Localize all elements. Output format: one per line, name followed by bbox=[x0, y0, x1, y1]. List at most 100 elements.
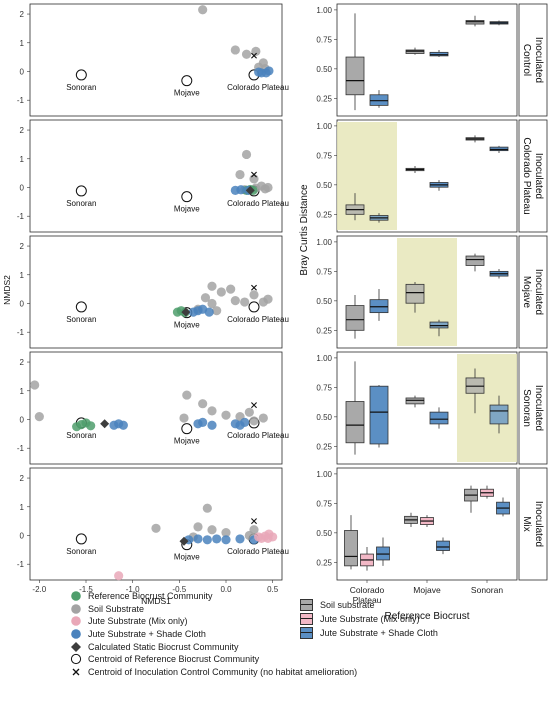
nmds-panel-inoculated-sonoran: -1 0 1 2 Sonoran Mojave Colorado Plateau bbox=[17, 351, 289, 465]
x-tick-label: Sonoran bbox=[471, 585, 503, 595]
strip-label-line: Inoculated bbox=[533, 269, 544, 315]
soil-point bbox=[207, 281, 217, 291]
centroid-label-mojave: Mojave bbox=[174, 437, 200, 446]
filled-circle-icon bbox=[70, 590, 82, 602]
strip-label-line: Control bbox=[521, 44, 532, 76]
soil-point bbox=[230, 296, 240, 306]
x-tick-label: -2.0 bbox=[32, 585, 46, 594]
box-panel-2: 0.25 0.50 0.75 1.00 InoculatedMojave bbox=[316, 235, 548, 349]
soil-point bbox=[258, 413, 268, 423]
jute-shade-point bbox=[236, 185, 246, 195]
y-tick-label: -1 bbox=[17, 328, 25, 337]
control-cross bbox=[251, 402, 257, 409]
y-tick-label: 2 bbox=[20, 474, 25, 483]
soil-point bbox=[249, 174, 259, 184]
y-axis-title: NMDS2 bbox=[2, 275, 12, 305]
y-tick-label: 2 bbox=[20, 358, 25, 367]
soil-point bbox=[240, 297, 250, 307]
strip-label: InoculatedColorado Plateau bbox=[521, 137, 544, 214]
x-tick-label: 0.5 bbox=[267, 585, 279, 594]
box-jute-shade bbox=[436, 540, 450, 551]
legend-item-jute_shade: Jute Substrate + Shade Cloth bbox=[70, 628, 370, 641]
legend-label: Jute Substrate + Shade Cloth bbox=[320, 628, 438, 638]
y-tick-label: 0.25 bbox=[316, 442, 332, 451]
jute-shade-point bbox=[254, 67, 264, 77]
control-cross bbox=[251, 52, 257, 59]
y-tick-label: 1.00 bbox=[316, 122, 332, 131]
centroid-label-colorado: Colorado Plateau bbox=[227, 199, 289, 208]
centroid-label-sonoran: Sonoran bbox=[66, 547, 96, 556]
centroid-label-sonoran: Sonoran bbox=[66, 431, 96, 440]
box-soil bbox=[344, 530, 358, 567]
strip-label-line: Sonoran bbox=[521, 389, 532, 427]
jute-shade-point bbox=[204, 307, 214, 317]
y-tick-label: 0.75 bbox=[316, 267, 332, 276]
soil-point bbox=[241, 149, 252, 160]
reference-point bbox=[86, 421, 96, 431]
legend-label: Reference Biocrust Community bbox=[88, 591, 213, 602]
legend-label: Jute Substrate (Mix only) bbox=[88, 616, 188, 627]
box-jute-shade bbox=[489, 404, 509, 425]
y-tick-label: 0.75 bbox=[316, 499, 332, 508]
soil-point bbox=[263, 294, 273, 304]
nmds-panel-frame bbox=[29, 351, 283, 465]
strip-label-box bbox=[518, 467, 548, 581]
nmds-panel-inoculated-mix: -1 0 1 2 Sonoran Mojave Colorado Plateau bbox=[17, 467, 289, 581]
soil-point bbox=[198, 399, 208, 409]
y-tick-label: 0.50 bbox=[316, 297, 332, 306]
soil-point bbox=[230, 45, 240, 55]
soil-point bbox=[198, 5, 208, 15]
box-x-axis-title: Reference Biocrust bbox=[384, 611, 469, 622]
control-cross bbox=[251, 171, 257, 178]
calculated-diamond bbox=[179, 536, 189, 546]
diamond-icon bbox=[70, 641, 82, 653]
calculated-diamond bbox=[100, 419, 110, 429]
strip-label-line: Inoculated bbox=[533, 37, 544, 83]
y-tick-label: 0.75 bbox=[316, 383, 332, 392]
centroid-label-mojave: Mojave bbox=[174, 321, 200, 330]
y-tick-label: 0.75 bbox=[316, 35, 332, 44]
y-tick-label: 1.00 bbox=[316, 238, 332, 247]
soil-point bbox=[151, 523, 161, 533]
soil-point bbox=[207, 406, 217, 416]
soil-point bbox=[251, 46, 261, 56]
centroid-mojave bbox=[181, 423, 193, 435]
x-tick-label-line: Plateau bbox=[353, 595, 382, 605]
legend-item-reference: Reference Biocrust Community bbox=[70, 590, 370, 603]
strip-label-box bbox=[518, 3, 548, 117]
legend-label: Jute Substrate (Mix only) bbox=[320, 614, 420, 624]
soil-point bbox=[235, 169, 245, 180]
jute-shade-point bbox=[207, 420, 217, 430]
strip-label-line: Inoculated bbox=[533, 501, 544, 547]
centroid-label-colorado: Colorado Plateau bbox=[227, 547, 289, 556]
y-tick-label: 0.25 bbox=[316, 558, 332, 567]
soil-point bbox=[244, 407, 254, 417]
box-panel-3: 0.25 0.50 0.75 1.00 InoculatedSonoran bbox=[316, 351, 548, 465]
legend-label: Soil substrate bbox=[320, 600, 375, 610]
centroid-label-mojave: Mojave bbox=[174, 205, 200, 214]
y-tick-label: -1 bbox=[17, 96, 25, 105]
x-tick-label: Colorado Plateau bbox=[350, 585, 385, 605]
box-swatch-icon bbox=[300, 627, 313, 639]
y-tick-label: 0.75 bbox=[316, 151, 332, 160]
y-tick-label: 0 bbox=[20, 415, 25, 424]
jute-shade-point bbox=[264, 66, 274, 76]
x-axis-title: NMDS1 bbox=[141, 596, 171, 606]
nmds-panel-inoculated-mojave: -1 0 1 2 Sonoran Mojave Colorado Plateau bbox=[17, 235, 289, 349]
centroid-label-mojave: Mojave bbox=[174, 553, 200, 562]
centroid-sonoran bbox=[75, 69, 87, 81]
soil-point bbox=[200, 293, 211, 303]
y-tick-label: 1.00 bbox=[316, 470, 332, 479]
x-tick-label: 0.0 bbox=[220, 585, 232, 594]
filled-circle-icon bbox=[70, 628, 82, 640]
soil-point bbox=[249, 290, 259, 300]
legend-item-control: Centroid of Inoculation Control Communit… bbox=[70, 666, 370, 679]
centroid-sonoran bbox=[75, 533, 87, 545]
control-cross bbox=[251, 518, 257, 525]
legend-item-jute_mix_box: Jute Substrate (Mix only) bbox=[300, 612, 540, 626]
soil-point bbox=[216, 287, 226, 297]
jute-mix-point bbox=[263, 533, 273, 543]
y-tick-label: -1 bbox=[17, 444, 25, 453]
nmds-panel-frame bbox=[29, 235, 283, 349]
y-tick-label: 0.50 bbox=[316, 529, 332, 538]
